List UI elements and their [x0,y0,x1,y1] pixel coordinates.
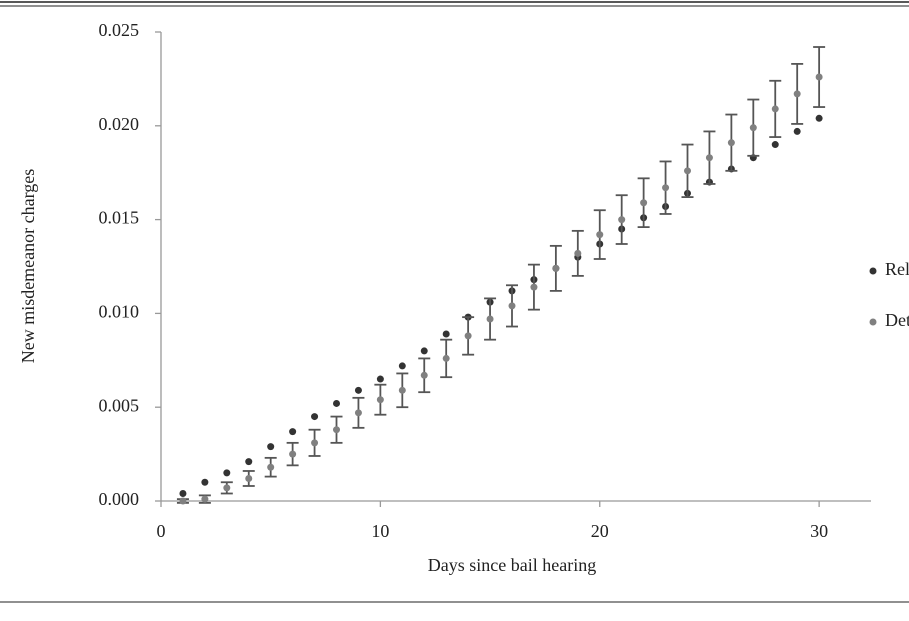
point [333,399,340,407]
point [727,139,735,147]
point [333,426,340,434]
point [420,347,428,355]
point [267,443,275,451]
y-axis-label: New misdemeanor charges [18,169,38,364]
point [662,184,670,192]
point [398,362,406,370]
point [749,124,757,132]
point [705,154,713,162]
point [289,450,297,458]
point [245,458,253,466]
point [376,375,384,383]
point [311,439,319,447]
point [354,409,362,417]
y-tick-label: 0.005 [99,395,140,415]
x-tick-label: 30 [810,521,828,541]
point [245,474,253,482]
point [442,354,450,362]
point [289,428,297,436]
point [684,167,691,175]
point [311,413,319,421]
point [201,478,209,486]
point [420,371,428,379]
point [464,332,472,340]
x-tick-label: 10 [371,521,389,541]
point [201,495,209,503]
point [771,141,779,149]
point [223,469,231,477]
point [771,105,779,113]
point [530,283,538,291]
x-tick-label: 20 [591,521,609,541]
point [793,90,801,98]
legend-label: Released [885,259,909,279]
point [223,484,231,492]
point [596,231,604,239]
y-tick-label: 0.015 [99,208,140,228]
y-tick-label: 0.000 [99,489,140,509]
point [354,386,362,394]
point [486,315,494,323]
legend-marker [869,267,877,275]
point [376,396,384,404]
point [552,264,560,272]
point [815,114,823,122]
point [640,199,648,207]
y-tick-label: 0.025 [99,20,140,40]
y-tick-label: 0.010 [99,302,140,322]
x-tick-label: 0 [157,521,166,541]
point [267,463,275,471]
point [618,216,626,224]
point [574,249,582,257]
x-axis-label: Days since bail hearing [428,555,596,575]
y-tick-label: 0.020 [99,114,140,134]
point [179,489,187,497]
point [442,330,450,338]
point [793,127,801,135]
legend-label: Detained [885,310,909,330]
point [398,386,406,394]
point [815,73,823,81]
legend-marker [869,318,877,326]
point [508,302,516,310]
point [179,497,187,505]
